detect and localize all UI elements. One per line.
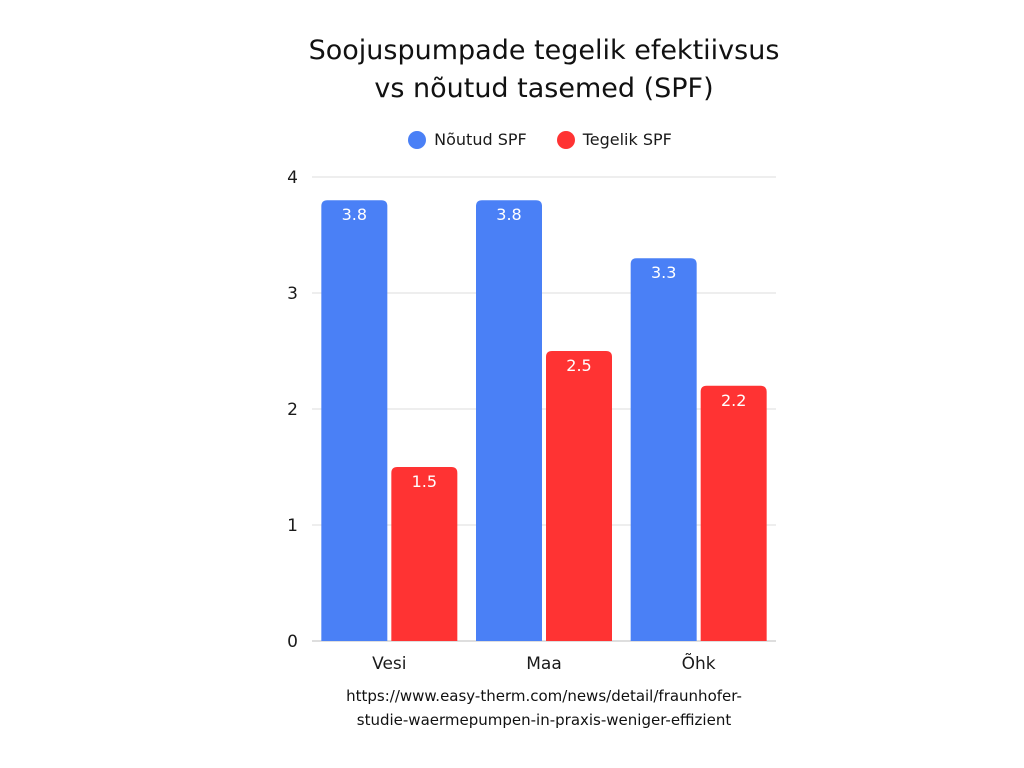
legend-swatch-required bbox=[408, 130, 427, 149]
chart-title-line-1: Soojuspumpade tegelik efektiivsus bbox=[308, 35, 780, 66]
y-tick-label-4: 4 bbox=[287, 168, 298, 188]
y-tick-label-3: 3 bbox=[287, 284, 298, 304]
x-tick-label-1: Maa bbox=[526, 654, 562, 674]
legend-swatch-actual bbox=[556, 130, 575, 149]
legend-label-required: Nõutud SPF bbox=[434, 130, 527, 149]
bar-õhk-0 bbox=[630, 258, 697, 641]
x-tick-label-0: Vesi bbox=[372, 654, 406, 674]
bar-maa-0 bbox=[476, 200, 542, 641]
y-tick-label-0: 0 bbox=[287, 632, 298, 652]
data-label-vesi-1: 1.5 bbox=[412, 472, 437, 491]
y-tick-label-2: 2 bbox=[287, 400, 298, 420]
x-tick-label-2: Õhk bbox=[682, 652, 716, 674]
data-label-õhk-1: 2.2 bbox=[721, 391, 746, 410]
bar-vesi-1 bbox=[391, 467, 458, 641]
bar-vesi-0 bbox=[321, 200, 388, 641]
chart-title: Soojuspumpade tegelik efektiivsus vs nõu… bbox=[0, 32, 1024, 108]
data-label-maa-0: 3.8 bbox=[496, 205, 521, 224]
source-line-2: studie-waermepumpen-in-praxis-weniger-ef… bbox=[356, 711, 732, 729]
legend-item-actual: Tegelik SPF bbox=[556, 130, 672, 149]
source-note: https://www.easy-therm.com/news/detail/f… bbox=[0, 684, 1024, 732]
bar-õhk-1 bbox=[700, 385, 767, 641]
bar-maa-1 bbox=[546, 351, 612, 641]
data-label-maa-1: 2.5 bbox=[566, 356, 591, 375]
chart-legend: Nõutud SPF Tegelik SPF bbox=[0, 130, 1024, 149]
source-line-1: https://www.easy-therm.com/news/detail/f… bbox=[346, 687, 742, 705]
y-tick-label-1: 1 bbox=[287, 516, 298, 536]
data-label-vesi-0: 3.8 bbox=[342, 205, 367, 224]
legend-item-required: Nõutud SPF bbox=[408, 130, 527, 149]
data-label-õhk-0: 3.3 bbox=[651, 263, 676, 282]
legend-label-actual: Tegelik SPF bbox=[582, 130, 672, 149]
chart-title-line-2: vs nõutud tasemed (SPF) bbox=[374, 73, 714, 104]
